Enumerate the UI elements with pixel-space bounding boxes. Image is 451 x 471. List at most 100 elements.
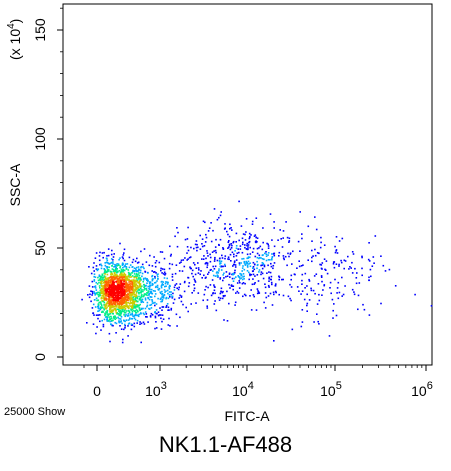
event-point (136, 279, 139, 281)
event-point (104, 271, 107, 274)
event-point (99, 282, 102, 285)
event-point (109, 305, 111, 307)
event-point (160, 314, 162, 316)
event-point (110, 272, 113, 275)
event-point (93, 279, 96, 281)
event-point (134, 313, 137, 316)
event-point (159, 292, 162, 295)
event-point (179, 294, 181, 297)
event-point (151, 282, 154, 285)
event-point (134, 300, 137, 303)
event-point (142, 321, 145, 324)
event-point (104, 285, 106, 288)
event-point (369, 268, 372, 271)
event-point (212, 274, 215, 277)
event-point (117, 316, 119, 319)
event-point (124, 293, 127, 296)
event-point (146, 316, 148, 318)
event-point (218, 270, 220, 272)
event-point (131, 291, 133, 294)
event-point (338, 240, 341, 242)
event-point (219, 238, 222, 241)
event-point (104, 306, 106, 308)
event-point (265, 253, 268, 255)
event-point (230, 284, 233, 286)
event-point (263, 258, 265, 261)
event-point (229, 223, 231, 226)
event-point (115, 317, 118, 319)
event-point (161, 272, 163, 274)
event-point (151, 265, 154, 267)
event-point (140, 295, 143, 298)
event-point (119, 306, 122, 308)
event-point (128, 310, 130, 312)
event-point (100, 267, 103, 270)
event-point (252, 267, 254, 269)
event-point (121, 278, 123, 280)
event-point (135, 309, 138, 311)
event-point (111, 265, 113, 267)
event-point (114, 318, 117, 320)
event-point (131, 275, 134, 277)
event-point (320, 267, 323, 270)
event-point (173, 298, 176, 301)
event-point (138, 282, 140, 284)
y-tick-label: 0 (32, 353, 48, 361)
event-point (241, 243, 244, 246)
event-point (257, 290, 259, 292)
event-point (108, 318, 111, 321)
event-point (105, 299, 108, 301)
event-point (88, 285, 91, 287)
event-point (114, 273, 116, 276)
event-point (133, 306, 135, 309)
event-point (120, 307, 122, 310)
event-point (111, 294, 113, 297)
event-point (100, 276, 102, 278)
event-point (96, 268, 99, 271)
event-point (133, 325, 136, 328)
event-point (118, 287, 121, 290)
event-point (108, 279, 110, 282)
event-point (97, 276, 99, 279)
event-point (138, 291, 140, 294)
event-point (136, 291, 138, 293)
event-count-label: 25000 Show (4, 406, 65, 418)
event-point (299, 250, 301, 252)
event-point (234, 301, 237, 304)
event-point (129, 285, 132, 287)
event-point (171, 276, 174, 278)
event-point (143, 313, 145, 316)
event-point (243, 261, 246, 264)
event-point (157, 311, 160, 313)
event-point (186, 259, 188, 261)
event-point (268, 277, 270, 280)
event-point (116, 272, 118, 274)
event-point (101, 289, 103, 291)
event-point (224, 263, 226, 266)
event-point (196, 249, 198, 252)
event-point (247, 244, 250, 246)
event-point (96, 292, 98, 294)
event-point (132, 300, 134, 303)
event-point (218, 257, 221, 260)
event-point (121, 289, 124, 292)
event-point (355, 277, 358, 279)
event-point (213, 208, 216, 210)
event-point (227, 241, 230, 243)
event-point (244, 263, 246, 265)
event-point (160, 328, 163, 330)
event-point (143, 289, 145, 291)
event-point (269, 292, 272, 295)
event-point (106, 311, 108, 314)
event-point (173, 286, 176, 289)
event-point (134, 290, 137, 292)
event-point (88, 296, 91, 299)
event-point (101, 310, 104, 313)
event-point (206, 264, 209, 266)
event-point (301, 237, 303, 240)
event-point (216, 271, 218, 273)
event-point (213, 268, 216, 270)
event-point (155, 303, 158, 305)
event-point (229, 276, 231, 278)
event-point (373, 262, 375, 264)
